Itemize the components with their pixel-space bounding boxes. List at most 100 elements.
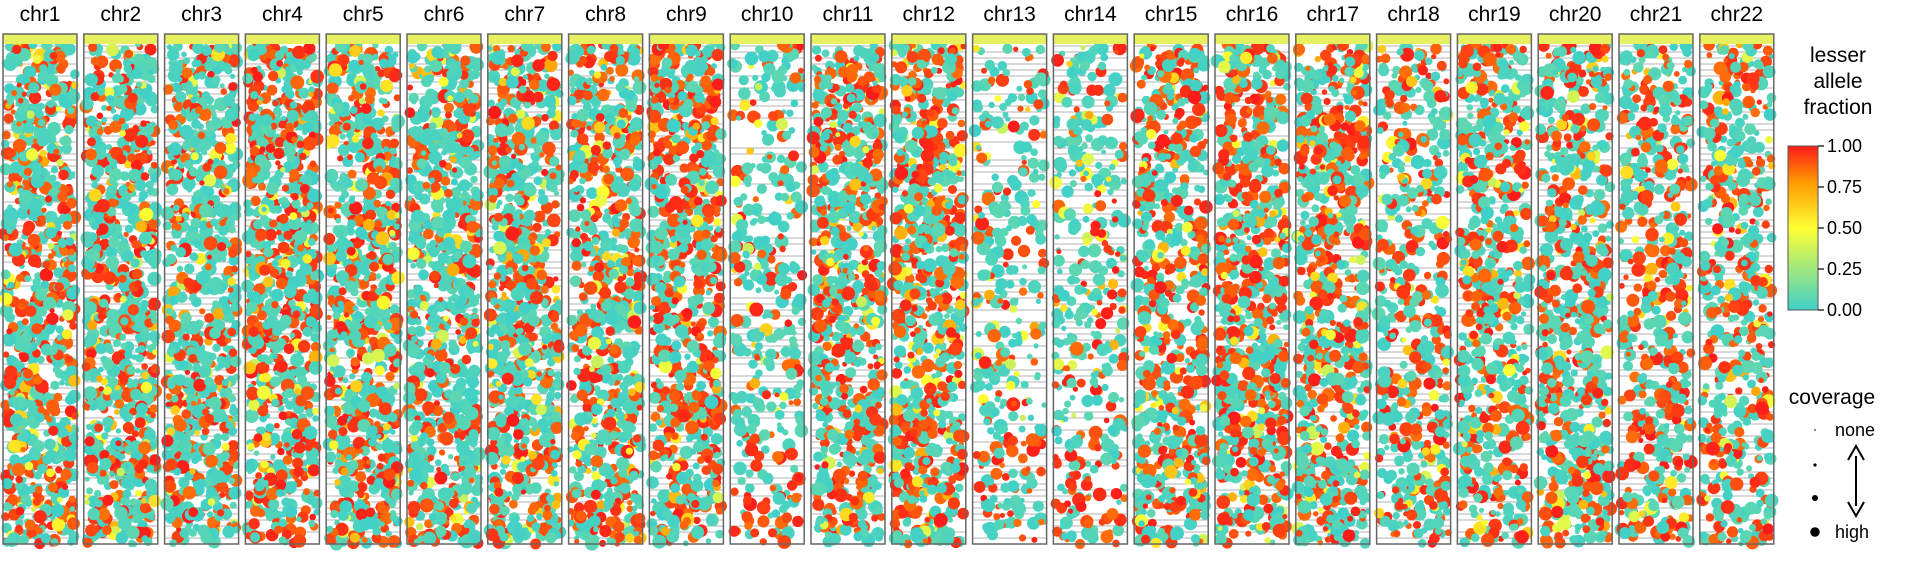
data-point — [349, 330, 362, 342]
data-point — [26, 110, 35, 119]
panel-chr5: chr5 — [322, 3, 405, 551]
data-point — [298, 340, 311, 353]
data-point — [204, 413, 215, 424]
data-point — [439, 449, 446, 456]
data-point — [336, 452, 342, 459]
data-point — [255, 472, 262, 479]
data-point — [102, 416, 114, 428]
data-point — [459, 78, 470, 89]
data-point — [139, 136, 149, 146]
data-point — [274, 525, 283, 534]
data-point — [337, 300, 344, 307]
data-point — [148, 330, 161, 343]
data-point — [136, 81, 143, 88]
data-point — [342, 122, 351, 131]
data-point — [44, 195, 53, 203]
data-point — [6, 328, 13, 335]
data-point — [289, 212, 298, 221]
data-point — [116, 154, 127, 165]
data-point — [261, 206, 267, 212]
data-point — [245, 250, 252, 258]
data-point — [343, 209, 351, 218]
data-point — [357, 399, 371, 413]
data-point — [173, 102, 183, 112]
data-point — [346, 246, 356, 256]
data-point — [61, 143, 72, 154]
data-point — [120, 342, 127, 349]
data-point — [337, 415, 348, 426]
data-point — [140, 207, 154, 221]
data-point — [329, 440, 339, 450]
data-point — [269, 268, 280, 278]
data-point — [59, 247, 69, 256]
data-point — [21, 91, 27, 97]
data-point — [56, 334, 63, 341]
data-point — [349, 45, 361, 57]
data-point — [69, 506, 75, 512]
data-point — [193, 241, 201, 249]
data-point — [372, 53, 379, 61]
data-point — [251, 336, 265, 350]
data-point — [96, 199, 110, 213]
data-point — [140, 120, 147, 127]
data-point — [278, 213, 289, 224]
data-point — [115, 292, 122, 299]
data-point — [113, 339, 121, 347]
data-point — [122, 489, 132, 499]
data-point — [225, 132, 237, 145]
data-point — [303, 488, 311, 496]
data-point — [14, 340, 26, 351]
data-point — [340, 172, 347, 179]
data-point — [163, 480, 177, 493]
data-point — [290, 75, 305, 90]
data-point — [2, 538, 12, 547]
data-point — [0, 269, 11, 280]
data-point — [17, 48, 31, 62]
data-point — [225, 420, 234, 430]
data-point — [47, 253, 55, 260]
data-point — [61, 483, 69, 490]
data-point — [68, 248, 75, 256]
data-point — [326, 267, 337, 278]
data-point — [16, 121, 22, 127]
data-point — [85, 115, 98, 127]
data-point — [133, 102, 147, 116]
data-point — [279, 45, 289, 54]
data-point — [260, 460, 269, 469]
data-point — [97, 401, 107, 412]
data-point — [190, 217, 201, 228]
data-point — [120, 496, 131, 506]
data-point — [68, 264, 77, 273]
data-point — [166, 44, 173, 50]
data-point — [209, 330, 218, 338]
data-point — [388, 70, 401, 83]
data-point — [181, 51, 187, 58]
data-point — [165, 401, 171, 407]
data-point — [343, 312, 350, 318]
data-point — [332, 311, 341, 320]
data-point — [57, 238, 68, 248]
data-point — [181, 141, 192, 151]
data-point — [24, 461, 34, 471]
data-point — [263, 247, 274, 258]
data-point — [49, 308, 55, 314]
panel-label-chr4: chr4 — [262, 3, 303, 26]
data-point — [28, 91, 42, 105]
data-point — [334, 479, 341, 486]
data-point — [220, 256, 227, 262]
data-point — [410, 262, 417, 269]
data-point — [23, 368, 33, 379]
panel-points — [0, 37, 82, 550]
data-point — [16, 372, 22, 378]
data-point — [268, 70, 279, 82]
data-point — [48, 345, 58, 355]
data-point — [99, 469, 107, 477]
data-point — [176, 265, 184, 272]
data-point — [354, 152, 365, 163]
data-point — [450, 178, 458, 186]
data-point — [203, 236, 218, 251]
data-point — [367, 172, 380, 185]
data-point — [285, 122, 295, 133]
data-point — [181, 67, 193, 79]
data-point — [149, 404, 159, 413]
